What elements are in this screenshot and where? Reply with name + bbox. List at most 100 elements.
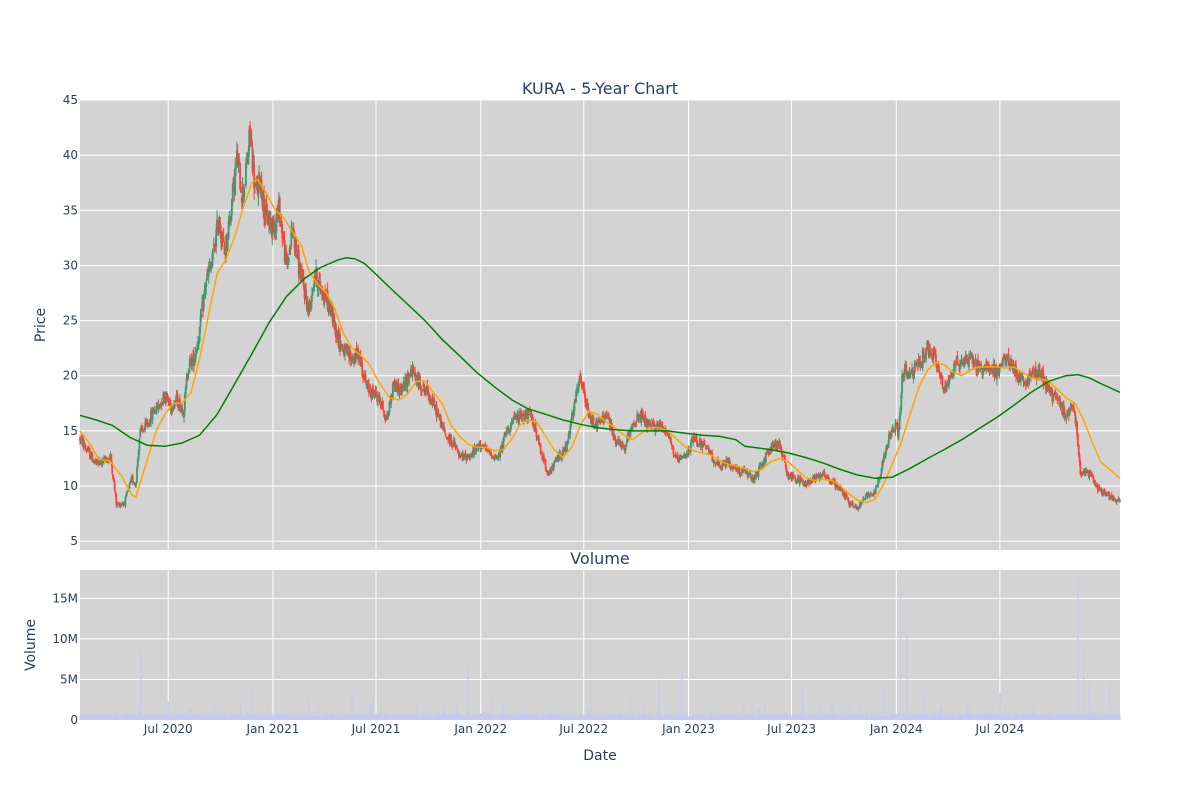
- date-axis-title: Date: [583, 748, 616, 764]
- candle-down: [846, 498, 849, 500]
- candle-down: [851, 501, 854, 507]
- candle-down: [514, 418, 517, 420]
- candle-up: [968, 356, 970, 368]
- candle-down: [929, 349, 932, 354]
- candle-down: [443, 425, 445, 429]
- candle-up: [898, 416, 901, 429]
- candle-up: [924, 358, 927, 362]
- candle-down: [611, 425, 614, 436]
- candle-down: [341, 344, 344, 351]
- candle-down: [476, 443, 478, 448]
- candle-up: [862, 497, 865, 501]
- candle-up: [741, 469, 743, 473]
- candle-down: [444, 434, 447, 436]
- candle-up: [197, 342, 199, 346]
- candle-down: [531, 413, 534, 420]
- candle-down: [111, 463, 114, 474]
- candle-up: [271, 219, 274, 236]
- chart-title: KURA - 5-Year Chart: [522, 79, 678, 98]
- candle-up: [571, 413, 573, 421]
- price-tick-label: 20: [63, 369, 78, 383]
- candle-up: [103, 457, 106, 459]
- candle-up: [1025, 380, 1028, 386]
- candle-up: [630, 427, 633, 429]
- candle-up: [770, 443, 773, 453]
- candle-down: [605, 412, 608, 418]
- candle-up: [496, 457, 499, 459]
- candle-up: [136, 459, 139, 467]
- candle-down: [177, 406, 180, 408]
- candle-up: [206, 273, 209, 281]
- candle-up: [646, 422, 649, 427]
- candle-down: [996, 367, 999, 370]
- candle-down: [820, 474, 823, 476]
- candle-up: [893, 431, 896, 433]
- candle-down: [637, 416, 639, 418]
- candle-down: [670, 443, 673, 446]
- candle-up: [124, 497, 127, 506]
- candle-down: [956, 355, 959, 364]
- candle-up: [760, 465, 763, 467]
- candle-up: [388, 402, 391, 413]
- candle-up: [226, 237, 229, 249]
- date-tick-label: Jul 2023: [766, 722, 816, 736]
- candle-up: [455, 447, 458, 449]
- candle-down: [426, 384, 429, 392]
- candle-down: [178, 399, 181, 411]
- candle-down: [1081, 473, 1083, 475]
- candle-up: [221, 239, 223, 242]
- candle-down: [1029, 373, 1031, 376]
- candle-down: [1112, 496, 1115, 500]
- candle-up: [631, 424, 634, 428]
- candle-up: [99, 460, 102, 462]
- candle-up: [713, 462, 715, 464]
- price-tick-label: 35: [63, 203, 78, 217]
- candle-up: [1001, 358, 1004, 367]
- candle-down: [253, 164, 256, 189]
- candle-down: [905, 364, 908, 375]
- candle-up: [144, 422, 147, 430]
- candle-down: [456, 448, 459, 450]
- candle-up: [1115, 502, 1118, 504]
- candle-down: [507, 427, 510, 430]
- candle-down: [378, 395, 381, 402]
- candle-down: [1010, 359, 1013, 368]
- candle-down: [938, 369, 941, 373]
- candle-down: [811, 481, 814, 483]
- candle-down: [762, 463, 765, 465]
- candle-up: [377, 399, 379, 402]
- candle-down: [1062, 405, 1065, 413]
- candle-down: [793, 475, 796, 479]
- date-x-ticks: Jul 2020 Jan 2021 Jul 2021 Jan 2022 Jul 2022…: [143, 722, 1025, 736]
- candle-down: [547, 474, 550, 476]
- candle-up: [1009, 362, 1012, 366]
- candle-down: [532, 419, 535, 427]
- candle-down: [479, 440, 482, 449]
- candle-down: [268, 214, 271, 227]
- candle-down: [602, 415, 605, 421]
- candle-down: [176, 393, 179, 406]
- candle-down: [547, 472, 549, 476]
- candle-up: [567, 434, 570, 440]
- candle-up: [948, 375, 951, 385]
- candle-up: [480, 446, 483, 450]
- candle-down: [281, 224, 284, 239]
- candle-up: [910, 370, 913, 375]
- candle-down: [693, 436, 695, 440]
- candle-down: [239, 162, 242, 190]
- candle-down: [112, 478, 115, 482]
- candle-down: [1073, 411, 1076, 413]
- candle-up: [225, 235, 227, 258]
- candle-down: [718, 464, 721, 466]
- candle-down: [1077, 444, 1080, 455]
- candle-up: [415, 375, 418, 386]
- candle-down: [675, 453, 677, 458]
- candle-up: [864, 493, 867, 499]
- candle-down: [1074, 414, 1077, 424]
- candle-up: [566, 440, 569, 445]
- candle-down: [457, 449, 459, 453]
- candle-up: [1038, 367, 1041, 371]
- candle-down: [321, 290, 324, 297]
- candle-up: [745, 472, 747, 474]
- candle-up: [970, 353, 973, 355]
